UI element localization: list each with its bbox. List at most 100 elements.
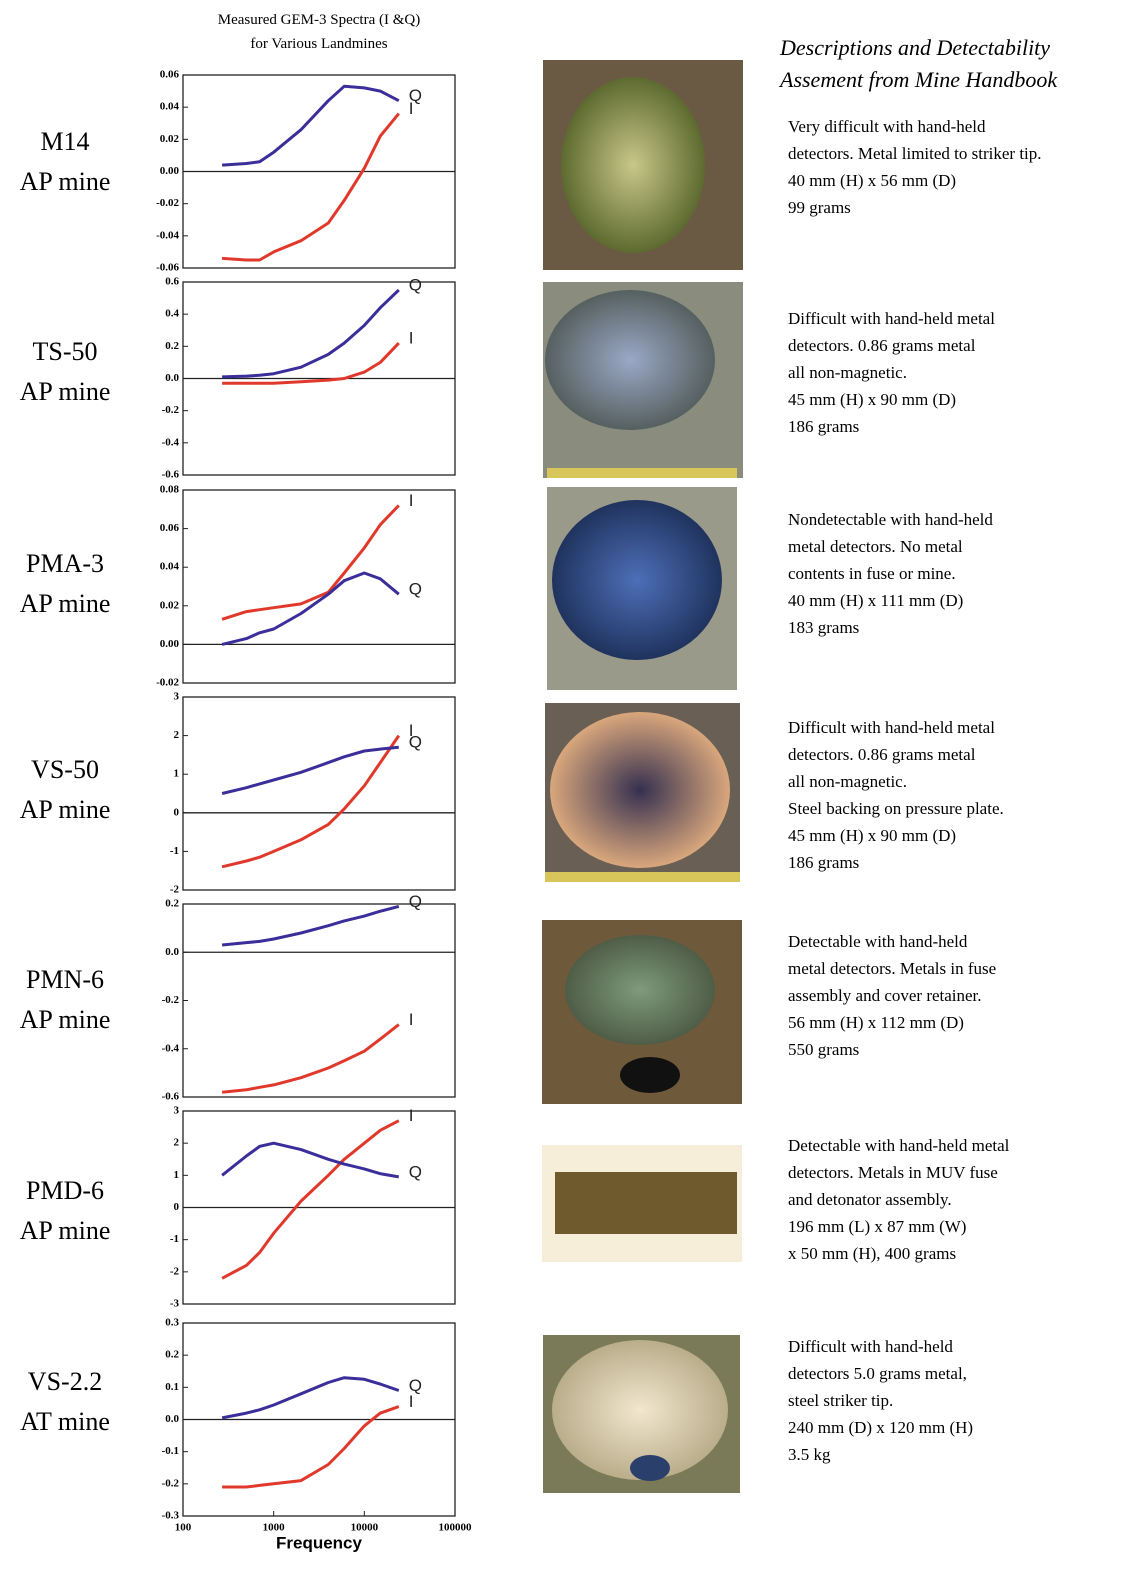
photo-ts50-ruler — [547, 468, 737, 478]
y-tick-label: 3 — [174, 1105, 180, 1117]
description-line: assembly and cover retainer. — [788, 986, 982, 1005]
y-tick-label: 0.0 — [165, 1413, 179, 1425]
description-line: 196 mm (L) x 87 mm (W) — [788, 1217, 966, 1236]
page: Measured GEM-3 Spectra (I &Q) for Various… — [0, 0, 1131, 1579]
mine-name: PMA-3 — [26, 549, 104, 578]
description-line: all non-magnetic. — [788, 772, 907, 791]
description-line: Difficult with hand-held — [788, 1337, 953, 1356]
y-tick-label: -3 — [170, 1298, 180, 1310]
description-line: 186 grams — [788, 853, 859, 872]
description-line: 45 mm (H) x 90 mm (D) — [788, 826, 956, 845]
y-tick-label: 2 — [174, 1137, 180, 1149]
mine-kind: AP mine — [20, 1216, 111, 1245]
mine-kind: AT mine — [20, 1407, 110, 1436]
mine-name: VS-2.2 — [28, 1367, 102, 1396]
photo-pmn6-fuse — [620, 1057, 680, 1093]
y-tick-label: -0.1 — [162, 1445, 179, 1457]
mine-kind: AP mine — [20, 795, 111, 824]
photo-pmd6-mine — [555, 1172, 737, 1234]
y-tick-label: 0.06 — [160, 69, 180, 81]
mine-kind: AP mine — [20, 1005, 111, 1034]
series-label: Q — [409, 276, 422, 295]
y-tick-label: 0.04 — [160, 561, 180, 573]
y-tick-label: 0.3 — [165, 1317, 179, 1329]
photo-vs50-mine — [550, 712, 730, 868]
y-tick-label: 2 — [174, 729, 180, 741]
y-tick-label: 0.06 — [160, 522, 180, 534]
series-label: I — [409, 1010, 414, 1029]
description-line: 550 grams — [788, 1040, 859, 1059]
y-tick-label: -1 — [170, 1233, 179, 1245]
description-line: contents in fuse or mine. — [788, 564, 956, 583]
series-label: I — [409, 99, 414, 118]
series-label: Q — [409, 733, 422, 752]
series-label: Q — [409, 580, 422, 599]
series-line — [222, 1407, 399, 1487]
x-tick-label: 10000 — [351, 1522, 379, 1534]
photo-m14-mine — [561, 77, 705, 253]
series-label: Q — [409, 1162, 422, 1181]
photo-vs50-ruler — [545, 872, 740, 882]
plot-area — [183, 904, 455, 1097]
description-line: 40 mm (H) x 111 mm (D) — [788, 591, 963, 610]
chart: 0.20.0-0.2-0.4-0.6QI — [162, 892, 455, 1103]
y-tick-label: -1 — [170, 845, 179, 857]
series-line — [222, 1121, 399, 1279]
x-axis-label: Frequency — [276, 1533, 363, 1552]
description-line: metal detectors. No metal — [788, 537, 963, 556]
description-line: 186 grams — [788, 417, 859, 436]
descriptions-heading: Descriptions and Detectability — [779, 35, 1050, 60]
y-tick-label: -2 — [170, 884, 180, 896]
photo-ts50-mine — [545, 290, 715, 430]
description-line: Very difficult with hand-held — [788, 117, 986, 136]
series-line — [222, 906, 399, 945]
description-line: Difficult with hand-held metal — [788, 718, 995, 737]
series-label: I — [409, 1106, 414, 1125]
x-tick-label: 100000 — [439, 1522, 473, 1534]
series-line — [222, 1378, 399, 1418]
series-line — [222, 573, 399, 644]
y-tick-label: -0.6 — [162, 1091, 180, 1103]
description-line: Detectable with hand-held metal — [788, 1136, 1010, 1155]
figure: Measured GEM-3 Spectra (I &Q) for Various… — [0, 0, 1131, 1579]
y-tick-label: 0.2 — [165, 1349, 179, 1361]
mine-name: PMN-6 — [26, 965, 104, 994]
mine-name: TS-50 — [33, 337, 98, 366]
series-label: I — [409, 329, 414, 348]
description-line: Detectable with hand-held — [788, 932, 968, 951]
y-tick-label: -0.4 — [162, 1042, 180, 1054]
y-tick-label: -0.4 — [162, 436, 180, 448]
description-line: detectors. 0.86 grams metal — [788, 336, 976, 355]
y-tick-label: -0.2 — [162, 994, 180, 1006]
y-tick-label: -0.6 — [162, 469, 180, 481]
y-tick-label: -0.2 — [162, 404, 180, 416]
chart-title: Measured GEM-3 Spectra (I &Q) — [218, 12, 420, 28]
y-tick-label: 0.00 — [160, 165, 180, 177]
y-tick-label: -0.04 — [156, 229, 179, 241]
description-line: steel striker tip. — [788, 1391, 893, 1410]
y-tick-label: -0.2 — [162, 1477, 180, 1489]
y-tick-label: 0.6 — [165, 276, 179, 288]
descriptions-heading: Assement from Mine Handbook — [778, 67, 1058, 92]
description-line: 240 mm (D) x 120 mm (H) — [788, 1418, 973, 1437]
series-line — [222, 1025, 399, 1093]
y-tick-label: 0.2 — [165, 340, 179, 352]
description-line: 45 mm (H) x 90 mm (D) — [788, 390, 956, 409]
y-tick-label: -0.3 — [162, 1510, 180, 1522]
chart: 0.080.060.040.020.00-0.02IQ — [156, 484, 455, 689]
photo-pmn6-mine — [565, 935, 715, 1045]
description-line: Nondetectable with hand-held — [788, 510, 993, 529]
description-line: detectors. 0.86 grams metal — [788, 745, 976, 764]
y-tick-label: 3 — [174, 691, 180, 703]
description-line: 99 grams — [788, 198, 851, 217]
photos — [542, 60, 743, 1493]
chart-title: for Various Landmines — [250, 36, 387, 52]
series-line — [222, 736, 399, 867]
description-line: detectors. Metals in MUV fuse — [788, 1163, 998, 1182]
description-line: 3.5 kg — [788, 1445, 831, 1464]
description-line: detectors. Metal limited to striker tip. — [788, 144, 1042, 163]
mine-name: VS-50 — [31, 755, 99, 784]
